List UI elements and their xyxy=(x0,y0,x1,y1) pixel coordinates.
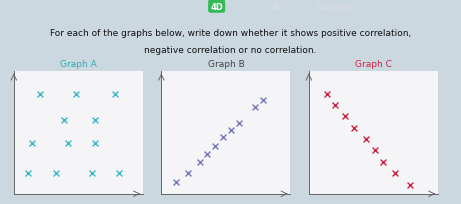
Point xyxy=(115,172,123,175)
Point xyxy=(391,172,399,175)
Text: 4D: 4D xyxy=(210,3,223,12)
Point xyxy=(379,160,387,164)
Text: 4E: 4E xyxy=(272,3,282,12)
Text: Summary: Summary xyxy=(316,3,357,12)
Text: negative correlation or no correlation.: negative correlation or no correlation. xyxy=(144,45,317,54)
Point xyxy=(28,141,35,144)
Point xyxy=(259,99,266,102)
Point xyxy=(323,92,331,96)
Point xyxy=(91,119,99,122)
Point xyxy=(88,172,95,175)
Point xyxy=(52,172,59,175)
Point xyxy=(64,141,71,144)
Point xyxy=(331,104,339,107)
Point xyxy=(24,172,32,175)
Point xyxy=(112,92,119,96)
Point xyxy=(196,160,203,164)
Point xyxy=(341,115,349,118)
Point xyxy=(351,126,358,130)
Text: Graph A: Graph A xyxy=(60,59,97,68)
Point xyxy=(251,106,258,109)
Point xyxy=(371,149,378,152)
Point xyxy=(36,92,44,96)
Point xyxy=(72,92,80,96)
Point xyxy=(236,122,243,125)
Point xyxy=(407,183,414,186)
Point xyxy=(220,135,227,139)
Text: Graph C: Graph C xyxy=(355,59,392,68)
Text: For each of the graphs below, write down whether it shows positive correlation,: For each of the graphs below, write down… xyxy=(50,29,411,38)
Point xyxy=(60,119,68,122)
Point xyxy=(227,129,234,132)
Text: Graph B: Graph B xyxy=(207,59,244,68)
Point xyxy=(172,181,179,184)
Point xyxy=(184,172,191,175)
Point xyxy=(91,141,99,144)
Point xyxy=(212,145,219,148)
Point xyxy=(362,138,370,141)
Point xyxy=(203,153,211,156)
